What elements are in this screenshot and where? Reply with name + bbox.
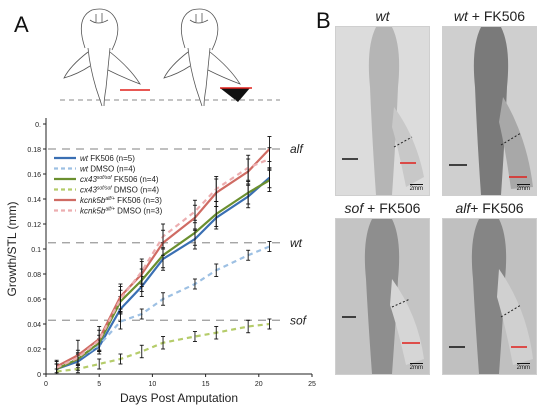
photo-label-sof-fk506: sof + FK506 [344,200,421,216]
x-tick-label-4: 20 [255,381,263,388]
legend-treatment-4: FK506 (n=3) [115,196,162,205]
reference-label-wt: wt [290,236,303,250]
legend-entry-5: kcnk5balf/+ DMSO (n=3) [80,207,163,216]
fish-schematic [60,8,280,107]
reference-label-alf: alf [290,142,304,156]
reference-label-sof: sof [290,313,308,327]
legend-entry-3: cx43sof/sof DMSO (n=4) [80,186,159,195]
legend-superscript-5: alf/+ [105,207,115,213]
y-tick-label-9: 0.18 [27,147,41,154]
fish-photo-wt-fk506-icon [443,27,536,195]
fish-photo-wt-icon [336,27,429,195]
photo-label-wt: wt [375,8,390,24]
photo-tile-wt: 2mm [335,26,430,196]
y-tick-label-4: 0.08 [27,272,41,279]
y-tick-label-8: 0.16 [27,172,41,179]
legend-superscript-3: sof/sof [97,186,112,192]
legend-superscript-4: alf/+ [105,196,115,202]
photo-wt-fk506: wt + FK506 2mm [442,8,537,196]
y-tick-label-3: 0.06 [27,297,41,304]
photo-tile-wt-fk506: 2mm [442,26,537,196]
legend-entry-1: wt DMSO (n=4) [80,165,136,174]
legend-genotype-1: wt [80,165,89,174]
series-line-2 [56,179,270,370]
photo-wt: wt 2mm [335,8,430,196]
series-line-4 [56,148,271,368]
y-tick-label-0: 0 [37,372,41,379]
photo-tile-alf-fk506: 2mm [442,218,537,375]
scale-bar-wt: 2mm [409,184,424,192]
legend-genotype-0: wt [80,154,89,163]
legend-superscript-2: sof/sof [97,175,112,181]
series-line-3 [56,322,270,373]
panel-letter-a: A [14,12,29,37]
scale-bar-alf-fk506: 2mm [516,363,531,371]
photo-tile-sof-fk506: 2mm [335,218,430,375]
series-line-5 [56,157,270,369]
y-tick-label-2: 0.04 [27,322,41,329]
y-tick-label-10: 0. [35,122,41,129]
scale-bar-wt-fk506: 2mm [516,184,531,192]
y-tick-label-6: 0.12 [27,222,41,229]
x-tick-label-1: 5 [97,381,101,388]
legend-genotype-3: cx43 [80,186,97,195]
fish-outline-left [63,8,141,107]
fin-regenerate-shape [220,88,250,102]
scale-bar-sof-fk506: 2mm [409,363,424,371]
legend-entry-2: cx43sof/sof FK506 (n=4) [80,175,159,184]
y-tick-label-5: 0.1 [31,247,41,254]
photo-alf-fk506: alf+ FK506 2mm [442,200,537,375]
legend-treatment-1: DMSO (n=4) [88,165,136,174]
legend-treatment-2: FK506 (n=4) [112,175,159,184]
legend-treatment-5: DMSO (n=3) [115,207,163,216]
y-tick-label-1: 0.02 [27,347,41,354]
legend-treatment-3: DMSO (n=4) [112,186,160,195]
fish-photo-sof-fk506-icon [336,219,429,374]
x-axis-label: Days Post Amputation [120,391,238,405]
x-tick-label-5: 25 [308,381,316,388]
legend-genotype-4: kcnk5b [80,196,106,205]
series-line-0 [56,176,271,371]
photo-label-wt-fk506: wt + FK506 [453,8,526,24]
photo-sof-fk506: sof + FK506 2mm [335,200,430,375]
y-tick-label-7: 0.14 [27,197,41,204]
legend-entry-0: wt FK506 (n=5) [80,154,135,163]
legend-genotype-2: cx43 [80,175,97,184]
y-axis-label: Growth/STL (mm) [5,202,19,297]
fish-outline-right [163,8,241,107]
legend-genotype-5: kcnk5b [80,207,106,216]
legend-entry-4: kcnk5balf/+ FK506 (n=3) [80,196,162,205]
fish-photo-alf-fk506-icon [443,219,536,374]
photo-label-alf-fk506: alf+ FK506 [455,200,524,216]
x-tick-label-2: 10 [149,381,157,388]
x-tick-label-0: 0 [44,381,48,388]
x-tick-label-3: 15 [202,381,210,388]
panel-letter-b: B [316,8,331,33]
legend-treatment-0: FK506 (n=5) [88,154,135,163]
